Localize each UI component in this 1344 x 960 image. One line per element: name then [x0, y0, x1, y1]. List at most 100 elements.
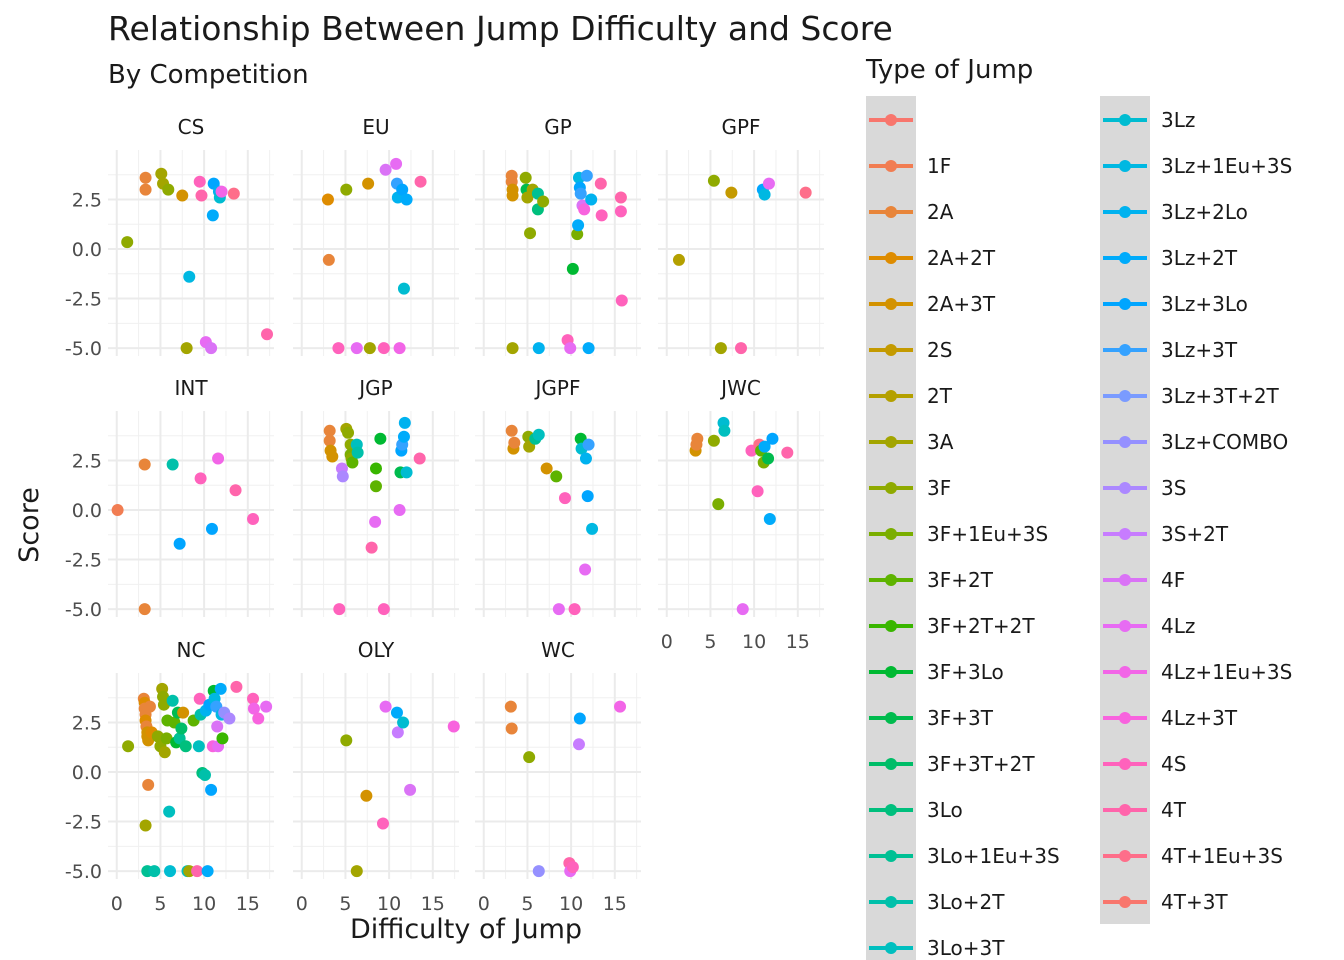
x-tick-label: 15 [236, 893, 260, 915]
legend-key-point [1119, 528, 1131, 540]
data-point [162, 183, 175, 196]
data-point [504, 700, 517, 713]
legend-label: 4S [1161, 752, 1186, 776]
legend-item: 4F [1103, 568, 1185, 592]
data-point [227, 187, 240, 200]
data-point [766, 432, 779, 445]
facet-gp: GP [475, 115, 641, 356]
legend-item: 4Lz+3T [1103, 706, 1238, 730]
data-point [532, 428, 545, 441]
data-point [376, 817, 389, 830]
data-point [323, 424, 336, 437]
legend-item: 3A [869, 430, 954, 454]
data-point [138, 603, 151, 616]
data-point [398, 416, 411, 429]
data-point [550, 470, 563, 483]
legend-label: 3Lo [927, 798, 963, 822]
data-point [177, 706, 190, 719]
legend-label: 3F+3T [927, 706, 994, 730]
legend-item: 3F+3T+2T [869, 752, 1035, 776]
data-point [581, 490, 594, 503]
legend-label: 3F+3T+2T [927, 752, 1035, 776]
data-point [121, 236, 134, 249]
data-point [214, 682, 227, 695]
facet-label: WC [541, 638, 575, 662]
data-point [351, 446, 364, 459]
x-tick-label: 5 [154, 893, 166, 915]
legend-item: 4T [1103, 798, 1187, 822]
data-point [582, 438, 595, 451]
data-point [205, 342, 218, 355]
legend-label: 3Lo+1Eu+3S [927, 844, 1060, 868]
data-point [139, 183, 152, 196]
x-tick-label: 5 [339, 893, 351, 915]
legend-item: 3Lo+2T [869, 890, 1005, 914]
legend-item: 3Lo+3T [869, 936, 1005, 960]
legend-label: 3Lz+COMBO [1161, 430, 1288, 454]
facet-label: GPF [721, 115, 760, 139]
legend-key-point [885, 436, 897, 448]
data-point [336, 470, 349, 483]
data-point [205, 783, 218, 796]
data-point [393, 342, 406, 355]
data-point [614, 205, 627, 218]
legend-key-point [1119, 666, 1131, 678]
legend-item [869, 114, 913, 126]
legend-key-point [1119, 252, 1131, 264]
legend-key-point [1119, 804, 1131, 816]
legend-title: Type of Jump [865, 55, 1033, 85]
data-point [247, 512, 260, 525]
legend-item: 2A+3T [869, 292, 996, 316]
legend-key-point [885, 252, 897, 264]
chart-subtitle: By Competition [108, 60, 309, 90]
data-point [166, 694, 179, 707]
data-point [370, 462, 382, 475]
data-point [566, 262, 579, 275]
data-point [369, 515, 382, 528]
data-point [191, 865, 204, 878]
data-point [193, 175, 206, 188]
data-point [714, 342, 727, 355]
data-point [707, 434, 720, 447]
legend-label: 4T [1161, 798, 1187, 822]
data-point [193, 692, 206, 705]
data-point [568, 603, 581, 616]
data-point [212, 452, 225, 465]
data-point [523, 751, 536, 764]
data-point [192, 740, 205, 753]
legend-label: 3F+2T [927, 568, 994, 592]
data-point [363, 342, 376, 355]
data-point [138, 458, 151, 471]
data-point [164, 865, 177, 878]
legend-key-point [885, 758, 897, 770]
legend-label: 3A [927, 430, 954, 454]
data-point [223, 712, 236, 725]
data-point [160, 732, 173, 745]
legend-label: 3Lo+2T [927, 890, 1005, 914]
legend-label: 3Lz+3T+2T [1161, 384, 1280, 408]
data-point [322, 253, 335, 266]
data-point [725, 186, 738, 199]
data-point [321, 193, 334, 206]
data-point [574, 187, 587, 200]
y-axis-title: Score [14, 487, 45, 563]
data-point [370, 480, 382, 493]
legend-key-point [1119, 206, 1131, 218]
legend-item: 4Lz+1Eu+3S [1103, 660, 1292, 684]
data-point [414, 175, 427, 188]
legend-item: 4T+3T [1103, 890, 1228, 914]
facet-label: INT [174, 376, 208, 400]
data-point [573, 712, 586, 725]
legend-label: 4Lz+1Eu+3S [1161, 660, 1292, 684]
legend-key-point [885, 712, 897, 724]
legend-item: 3Lo [869, 798, 963, 822]
data-point [198, 769, 211, 782]
x-tick-label: 15 [786, 631, 810, 653]
legend-label: 4Lz [1161, 614, 1195, 638]
y-tick-label: 0.0 [72, 500, 102, 522]
legend-item: 3S+2T [1103, 522, 1229, 546]
y-tick-label: -5.0 [65, 338, 102, 360]
legend-key-point [885, 666, 897, 678]
data-point [139, 819, 152, 832]
legend-label: 4F [1161, 568, 1185, 592]
